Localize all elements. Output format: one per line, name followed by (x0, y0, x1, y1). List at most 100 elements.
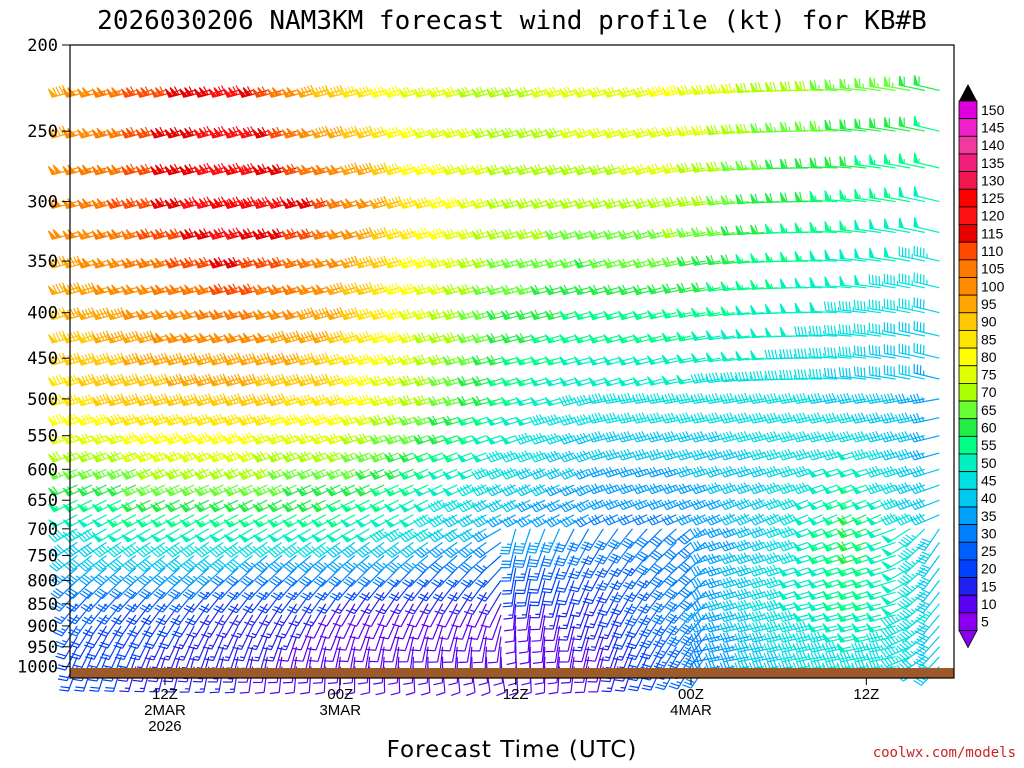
barb-shaft (515, 514, 546, 528)
barb-flag (603, 88, 613, 98)
wind-barb (915, 567, 940, 590)
wind-barb (559, 284, 589, 296)
wind-barb (679, 603, 707, 624)
barb-flag (281, 416, 292, 427)
wind-barb (898, 116, 925, 132)
barb-shaft (137, 567, 166, 586)
wind-barb (676, 162, 706, 174)
barb-flag (500, 285, 511, 296)
wind-barb (734, 513, 765, 526)
barb-flag (530, 199, 540, 210)
wind-barb (897, 555, 926, 574)
wind-barb (807, 651, 838, 663)
barb-flag (793, 579, 803, 589)
wind-barb (567, 555, 590, 580)
barb-flag (340, 229, 355, 240)
barb-shaft (794, 369, 823, 380)
wind-barb (267, 451, 297, 463)
barb-shaft (312, 555, 341, 573)
barb-flag (794, 302, 802, 313)
wind-barb (608, 542, 633, 564)
barb-flag (281, 87, 296, 98)
wind-barb (661, 196, 692, 208)
wind-barb (471, 355, 502, 366)
barb-flag (617, 356, 628, 366)
barb-flag (807, 516, 819, 526)
barb-shaft (377, 603, 400, 628)
barb-flag (369, 310, 379, 321)
barb-flag (676, 331, 686, 342)
wind-barb (625, 614, 648, 639)
barb-shaft (623, 591, 648, 615)
barb-shaft (195, 555, 224, 573)
barb-flag (77, 87, 92, 98)
barb-flag (47, 88, 58, 98)
barb-shaft (909, 393, 940, 404)
barb-flag (136, 519, 147, 528)
barb-flag (851, 468, 862, 478)
wind-barb (303, 603, 327, 627)
barb-flag (340, 471, 351, 480)
wind-barb (67, 614, 93, 637)
barb-flag (179, 164, 194, 176)
barb-flag (559, 230, 569, 240)
barb-flag (456, 377, 467, 387)
barb-shaft (764, 349, 794, 360)
barb-flag (208, 377, 219, 387)
barb-flag (369, 435, 380, 445)
wind-barb (748, 392, 779, 404)
credit-link[interactable]: coolwx.com/models (873, 745, 1016, 761)
wind-barb (558, 625, 575, 652)
wind-barb (691, 161, 721, 173)
barb-flag (898, 186, 905, 198)
wind-barb (400, 555, 429, 573)
barb-flag (223, 519, 235, 528)
wind-barb (898, 186, 925, 203)
wind-barb (558, 467, 589, 480)
wind-barb (632, 284, 662, 296)
barb-flag (252, 309, 267, 321)
barb-shaft (362, 603, 385, 627)
wind-barb (794, 369, 823, 380)
barb-flag (369, 230, 379, 240)
wind-barb (141, 614, 166, 638)
barb-flag (398, 199, 408, 210)
barb-flag (661, 127, 671, 138)
barb-flag (836, 468, 847, 478)
wind-barb (541, 555, 561, 581)
wind-barb (573, 432, 604, 445)
barb-flag (296, 356, 306, 366)
wind-barb (184, 603, 210, 626)
wind-barb (385, 555, 414, 573)
barb-flag (573, 310, 584, 321)
wind-barb (567, 542, 590, 566)
barb-shaft (216, 614, 239, 639)
wind-barb (809, 325, 838, 337)
barb-shaft (503, 592, 517, 620)
wind-barb (449, 591, 473, 615)
wind-barb (896, 646, 926, 663)
wind-barb (626, 636, 648, 661)
wind-barb (369, 468, 400, 480)
barb-shaft (583, 592, 604, 617)
barb-flag (456, 129, 467, 139)
wind-barb (341, 555, 370, 573)
wind-barb (794, 277, 823, 289)
barb-shaft (270, 580, 297, 601)
barb-shaft (80, 591, 107, 613)
barb-flag (369, 334, 379, 344)
wind-barb (108, 567, 137, 586)
colorbar-swatch-110 (958, 241, 978, 261)
wind-barb (544, 197, 575, 210)
wind-barb (275, 614, 298, 639)
barb-flag (325, 129, 335, 139)
barb-flag (398, 356, 408, 366)
barb-flag (208, 332, 223, 344)
barb-flag (632, 377, 642, 387)
barb-shaft (150, 541, 180, 558)
barb-flag (676, 197, 686, 207)
wind-barb (650, 580, 677, 601)
barb-shaft (306, 625, 327, 651)
barb-flag (471, 310, 482, 321)
barb-shaft (914, 591, 940, 614)
